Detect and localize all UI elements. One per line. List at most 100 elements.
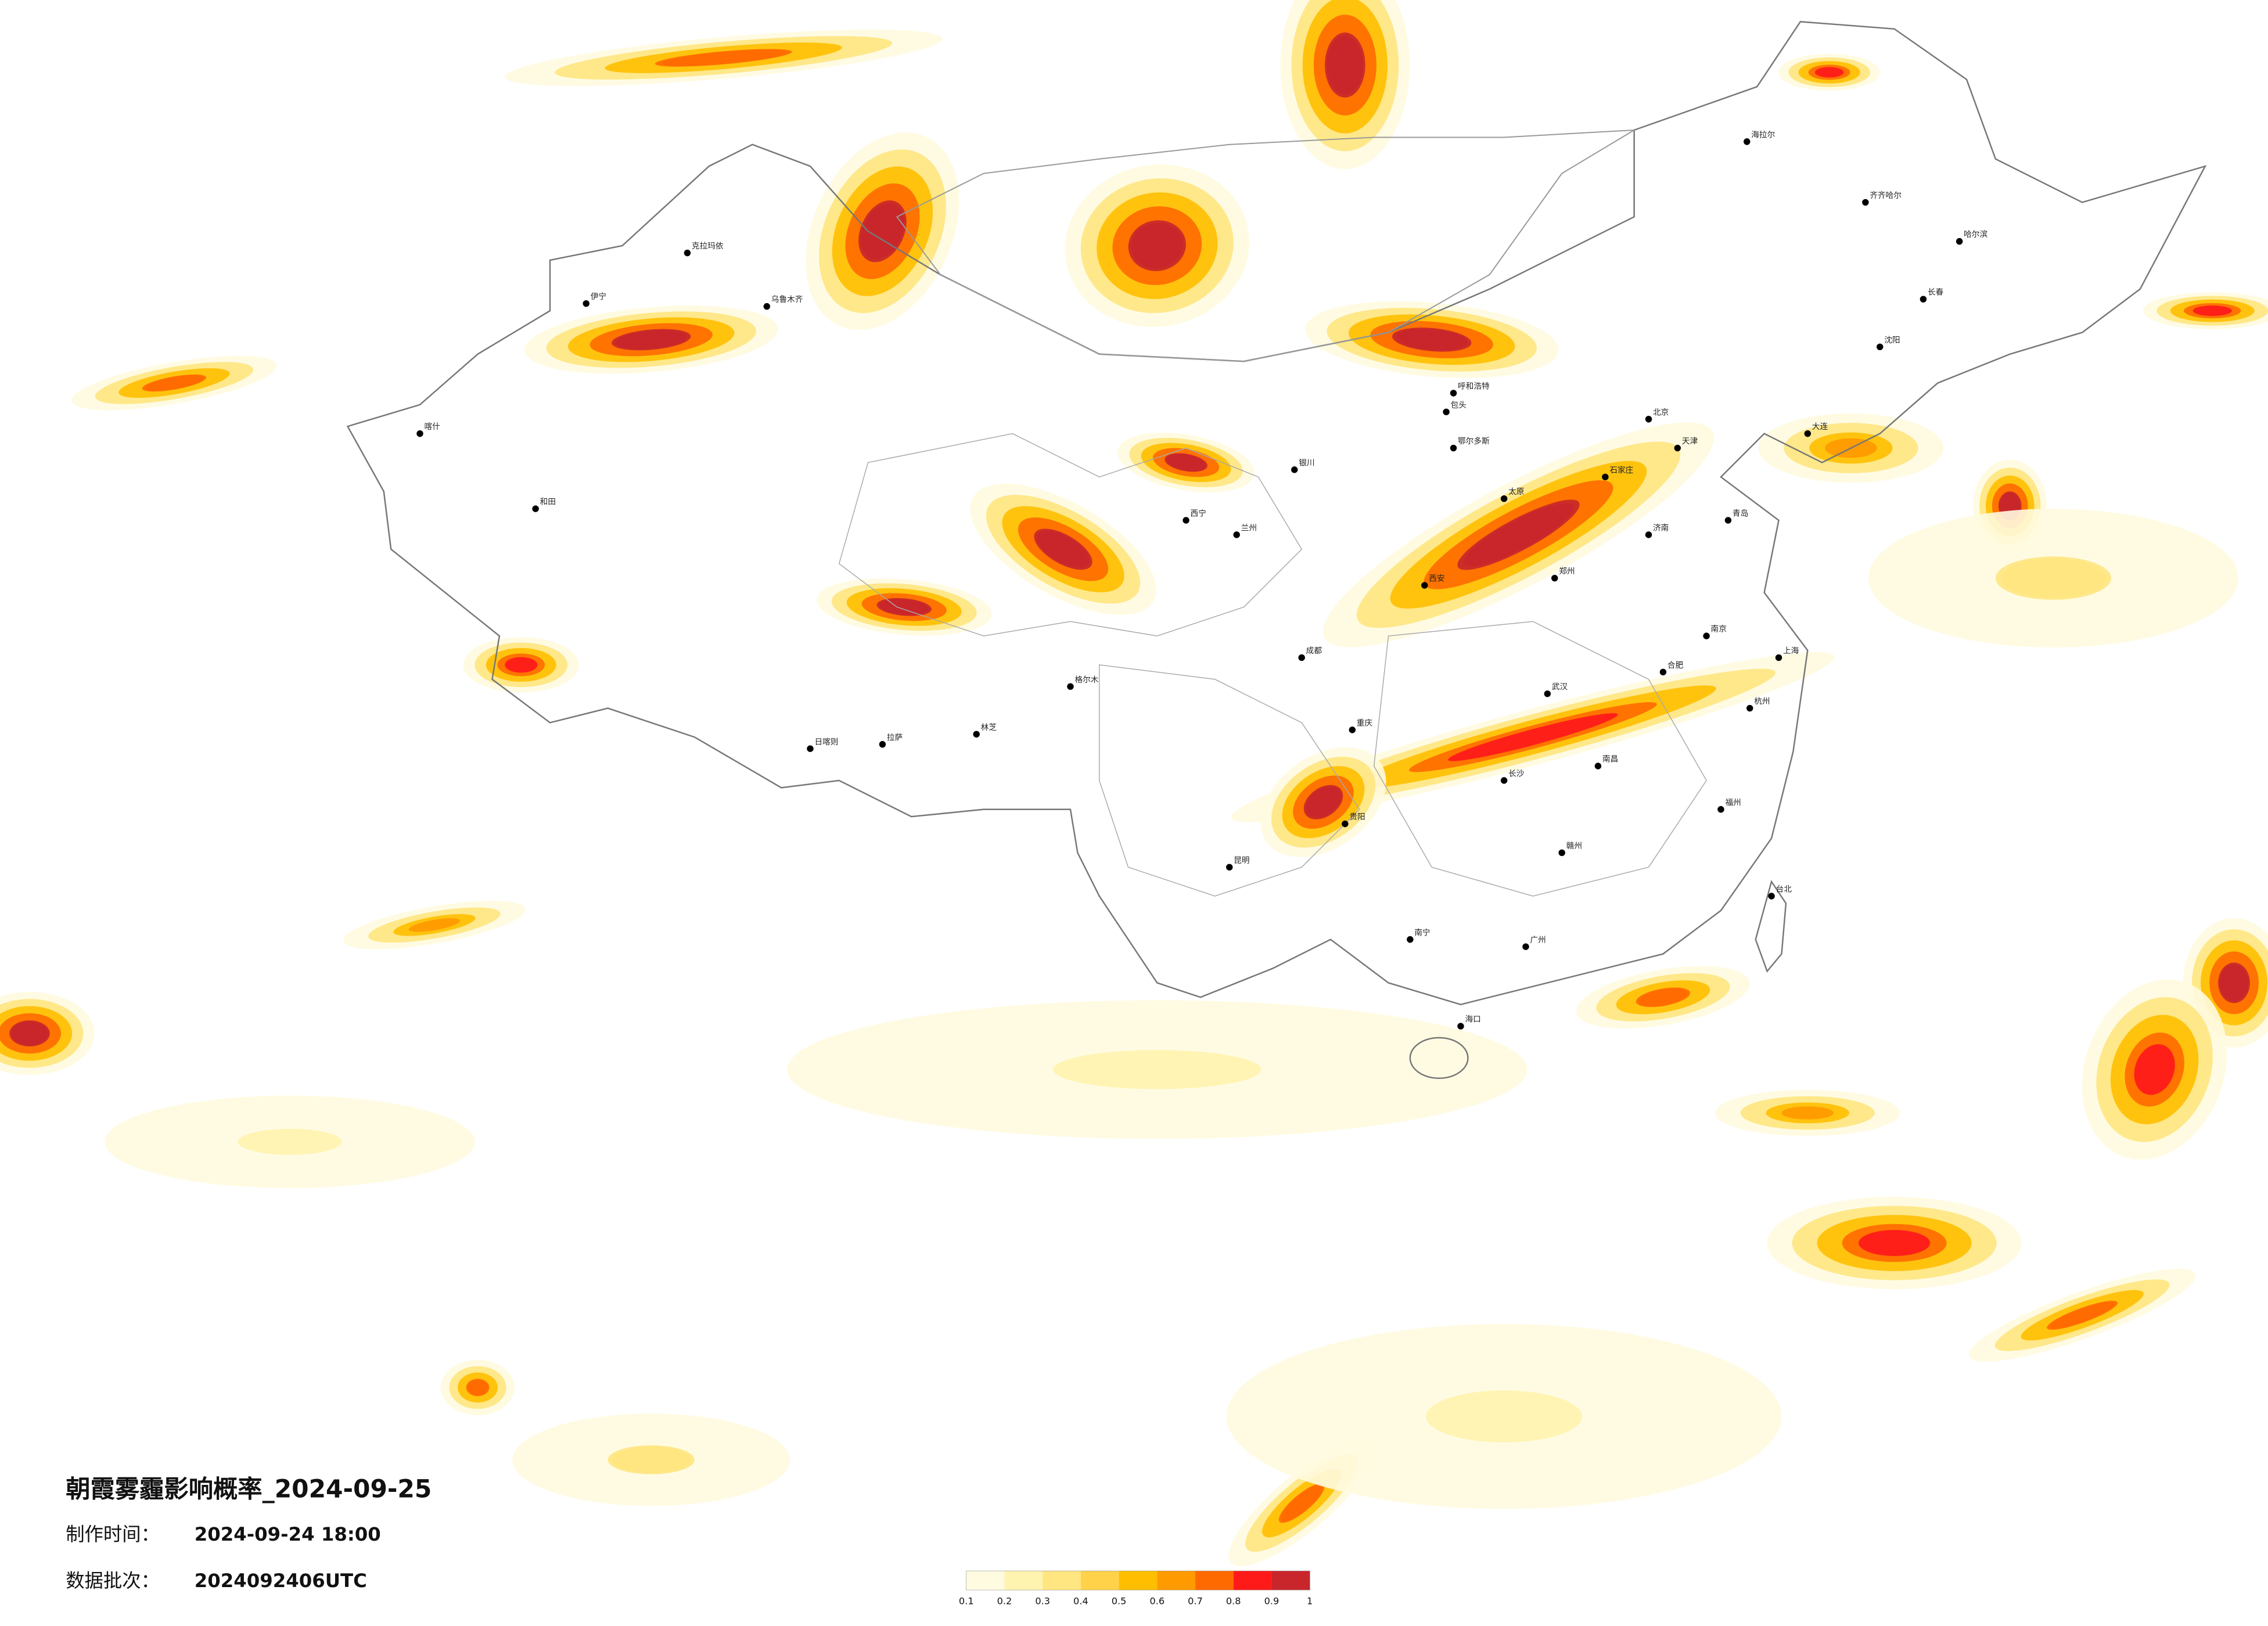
city-label: 昆明 <box>1234 856 1249 865</box>
city-label: 包头 <box>1451 401 1467 410</box>
legend-swatch <box>1195 1571 1234 1590</box>
city-label: 海拉尔 <box>1751 130 1775 139</box>
city-label: 海口 <box>1465 1015 1480 1024</box>
city-dot <box>1407 936 1414 943</box>
city-label: 鄂尔多斯 <box>1458 436 1490 446</box>
city-dot <box>1457 1023 1464 1030</box>
city-label: 郑州 <box>1559 567 1575 576</box>
city-dot <box>1674 444 1681 452</box>
prob-core <box>2192 305 2232 316</box>
city-dot <box>1182 517 1189 524</box>
city-dot <box>1421 582 1428 589</box>
city-label: 太原 <box>1508 487 1524 497</box>
city-dot <box>1291 466 1298 473</box>
title: 朝霞雾霾影响概率_2024-09-25 <box>66 1474 432 1503</box>
prob-core <box>615 330 687 350</box>
city-label: 南宁 <box>1414 927 1430 937</box>
legend-tick: 0.3 <box>1035 1596 1050 1607</box>
city-label: 齐齐哈尔 <box>1870 191 1902 200</box>
legend-swatch <box>1004 1571 1043 1590</box>
city-dot <box>1703 632 1710 639</box>
city-label: 南京 <box>1711 625 1727 634</box>
city-dot <box>1558 849 1565 857</box>
city-label: 济南 <box>1653 523 1669 533</box>
prob-core <box>1396 329 1468 351</box>
city-label: 广州 <box>1530 936 1545 945</box>
legend-tick: 0.1 <box>959 1596 974 1607</box>
city-label: 石家庄 <box>1609 465 1633 475</box>
city-label: 杭州 <box>1754 697 1770 706</box>
city-dot <box>1298 654 1305 661</box>
city-label: 上海 <box>1783 646 1799 656</box>
city-dot <box>1594 762 1602 769</box>
city-label: 福州 <box>1725 798 1741 807</box>
prob-core <box>1306 786 1341 818</box>
legend-swatch <box>1080 1571 1119 1590</box>
city-dot <box>1500 777 1508 784</box>
city-dot <box>1450 444 1457 452</box>
city-label: 林芝 <box>981 723 997 732</box>
city-dot <box>763 303 771 310</box>
hainan <box>1409 1037 1469 1079</box>
city-dot <box>1768 893 1775 900</box>
prob-core <box>1166 454 1206 471</box>
legend-tick: 0.6 <box>1149 1596 1164 1607</box>
legend-tick: 0.4 <box>1073 1596 1088 1607</box>
city-dot <box>1862 199 1869 206</box>
city-label: 乌鲁木齐 <box>771 295 803 304</box>
city-label: 伊宁 <box>591 292 606 301</box>
city-dot <box>1551 574 1558 582</box>
city-label: 青岛 <box>1733 509 1748 519</box>
city-dot <box>1342 820 1349 828</box>
city-dot <box>1544 690 1551 697</box>
legend-swatch <box>1233 1571 1272 1590</box>
taiwan <box>1755 880 1787 973</box>
city-label: 银川 <box>1299 458 1314 467</box>
city-label: 贵阳 <box>1349 812 1365 822</box>
city-label: 格尔木 <box>1074 675 1098 685</box>
prob-core <box>145 375 203 391</box>
prob-core <box>662 49 785 66</box>
prob-core <box>505 657 538 673</box>
made-label: 制作时间： <box>66 1523 160 1545</box>
city-dot <box>1956 238 1963 245</box>
city-dot <box>532 505 539 512</box>
city-label: 南昌 <box>1602 755 1618 764</box>
legend-tick: 1 <box>1307 1596 1313 1607</box>
city-label: 沈阳 <box>1884 336 1900 345</box>
city-dot <box>1500 495 1508 502</box>
city-label: 武汉 <box>1552 682 1568 692</box>
prob-core <box>2134 1044 2175 1095</box>
prob-core <box>11 1021 48 1045</box>
legend-tick: 0.8 <box>1226 1596 1241 1607</box>
province-borders <box>838 433 1707 897</box>
batch-label: 数据批次： <box>66 1570 160 1592</box>
city-label: 喀什 <box>424 422 440 431</box>
prob-core <box>2050 1302 2115 1329</box>
made-value: 2024-09-24 18:00 <box>195 1523 381 1545</box>
city-label: 成都 <box>1306 646 1322 656</box>
city-dot <box>1522 943 1529 950</box>
legend: 0.1 0.2 0.3 0.4 0.5 0.6 0.7 0.8 0.9 1 <box>959 1570 1313 1607</box>
prob-core <box>1327 35 1364 95</box>
prob-core <box>408 918 461 932</box>
city-label: 拉萨 <box>887 733 903 742</box>
prob-core <box>1053 1050 1261 1089</box>
legend-tick: 0.7 <box>1188 1596 1203 1607</box>
city-label: 克拉玛依 <box>692 242 724 251</box>
legend-tick: 0.2 <box>997 1596 1012 1607</box>
city-label: 赣州 <box>1566 841 1582 851</box>
city-dot <box>583 300 590 307</box>
city-label: 和田 <box>540 498 556 507</box>
city-label: 北京 <box>1653 408 1669 417</box>
city-label: 天津 <box>1682 437 1698 446</box>
city-label: 呼和浩特 <box>1458 382 1490 391</box>
prob-core <box>1781 1106 1834 1120</box>
prob-core <box>1463 503 1574 567</box>
city-dot <box>684 249 691 257</box>
batch-value: 2024092406UTC <box>195 1570 367 1592</box>
city-dot <box>807 745 814 752</box>
city-dot <box>1450 390 1457 397</box>
